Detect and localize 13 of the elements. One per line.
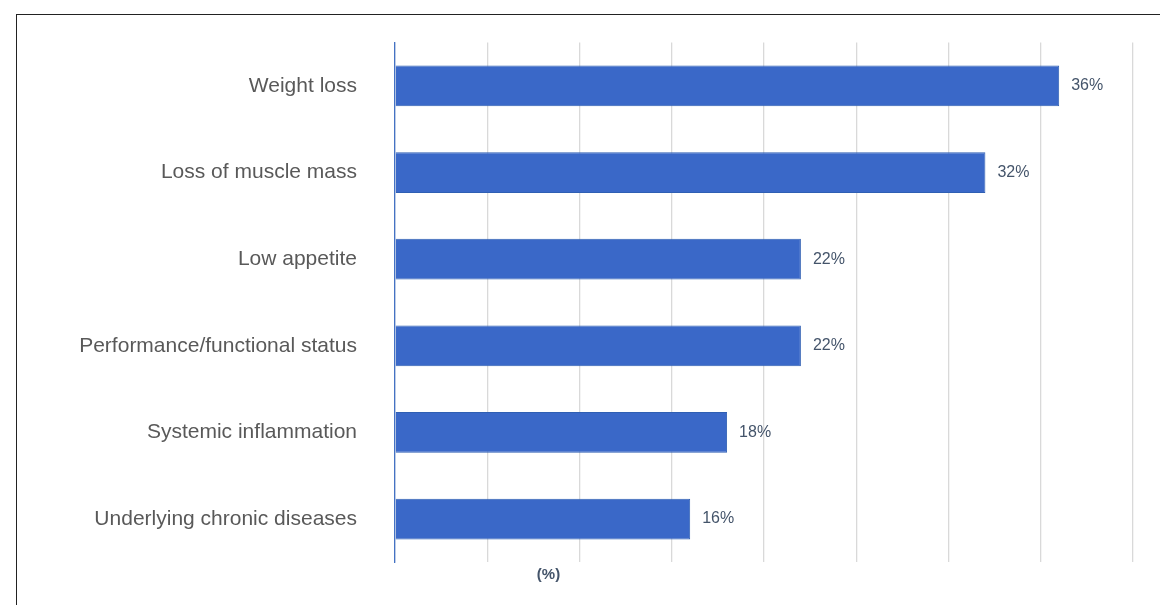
y-tick-label: Underlying chronic diseases xyxy=(94,505,357,529)
y-tick-label: Loss of muscle mass xyxy=(160,159,357,183)
data-label: 32% xyxy=(997,162,1030,180)
data-label: 16% xyxy=(702,509,735,527)
y-tick-label: Weight loss xyxy=(248,72,357,96)
y-tick-label: Low appetite xyxy=(237,245,357,269)
data-label: 22% xyxy=(812,249,845,267)
data-label: 18% xyxy=(739,422,772,440)
y-tick-label: Systemic inflammation xyxy=(146,419,357,443)
data-label: 36% xyxy=(1071,76,1104,94)
data-label: 22% xyxy=(812,336,845,354)
x-axis-title: (%) xyxy=(536,564,561,582)
y-tick-label: Performance/functional status xyxy=(79,332,357,356)
